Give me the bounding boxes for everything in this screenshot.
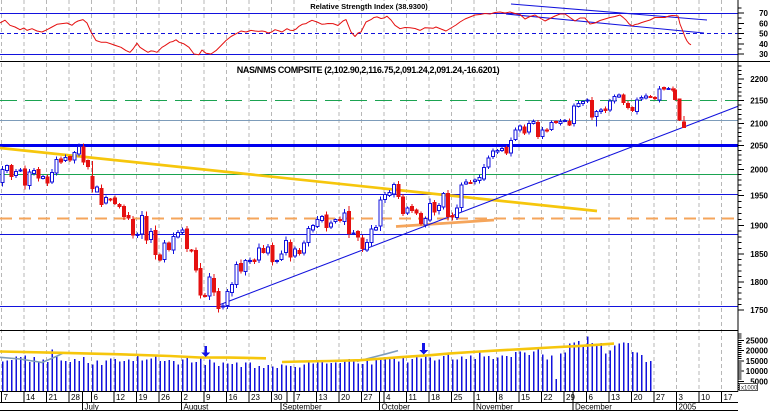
svg-text:September: September (283, 403, 322, 412)
svg-text:October: October (382, 403, 411, 412)
svg-text:1750: 1750 (750, 306, 768, 315)
svg-text:22: 22 (544, 393, 553, 402)
svg-text:30: 30 (759, 50, 768, 59)
svg-text:2005: 2005 (679, 403, 697, 412)
svg-text:26: 26 (161, 393, 170, 402)
svg-text:2200: 2200 (750, 75, 768, 84)
svg-text:60: 60 (759, 19, 768, 28)
svg-text:23: 23 (251, 393, 260, 402)
svg-text:30: 30 (274, 393, 283, 402)
svg-text:20: 20 (634, 393, 643, 402)
svg-text:25000: 25000 (746, 336, 769, 345)
svg-text:1800: 1800 (750, 278, 768, 287)
svg-text:November: November (476, 403, 513, 412)
svg-text:19: 19 (139, 393, 148, 402)
svg-text:6: 6 (94, 393, 99, 402)
svg-text:7: 7 (296, 393, 301, 402)
svg-text:27: 27 (364, 393, 373, 402)
svg-text:1850: 1850 (750, 250, 768, 259)
svg-text:1950: 1950 (750, 192, 768, 201)
svg-text:July: July (85, 403, 99, 412)
svg-text:1900: 1900 (750, 222, 768, 231)
svg-text:2050: 2050 (750, 142, 768, 151)
svg-text:50: 50 (759, 30, 768, 39)
svg-text:2: 2 (184, 393, 189, 402)
svg-text:8: 8 (499, 393, 504, 402)
svg-text:6: 6 (589, 393, 594, 402)
svg-text:25: 25 (454, 393, 463, 402)
svg-text:3: 3 (679, 393, 684, 402)
svg-text:13: 13 (611, 393, 620, 402)
svg-text:2000: 2000 (750, 166, 768, 175)
svg-text:29: 29 (566, 393, 575, 402)
svg-text:15: 15 (521, 393, 530, 402)
svg-text:14: 14 (26, 393, 35, 402)
svg-text:1: 1 (476, 393, 481, 402)
svg-text:15000: 15000 (746, 357, 769, 366)
svg-text:2150: 2150 (750, 97, 768, 106)
svg-text:7: 7 (4, 393, 9, 402)
svg-text:40: 40 (759, 40, 768, 49)
svg-text:NAS/NMS COMPSITE (2,102.90,2,1: NAS/NMS COMPSITE (2,102.90,2,116.75,2,09… (237, 65, 500, 75)
svg-text:4: 4 (386, 393, 391, 402)
svg-text:27: 27 (656, 393, 665, 402)
svg-text:x1000: x1000 (741, 386, 758, 392)
svg-text:12: 12 (116, 393, 125, 402)
svg-text:16: 16 (229, 393, 238, 402)
svg-text:Relative Strength Index (38.93: Relative Strength Index (38.9300) (310, 2, 428, 11)
svg-text:10000: 10000 (746, 367, 769, 376)
svg-text:2100: 2100 (750, 120, 768, 129)
svg-text:5000: 5000 (750, 377, 768, 386)
svg-text:20: 20 (341, 393, 350, 402)
svg-text:9: 9 (206, 393, 211, 402)
svg-text:December: December (575, 403, 612, 412)
svg-text:August: August (184, 403, 210, 412)
svg-text:17: 17 (724, 393, 733, 402)
svg-text:28: 28 (71, 393, 80, 402)
svg-text:18: 18 (431, 393, 440, 402)
svg-text:70: 70 (759, 9, 768, 18)
svg-text:20000: 20000 (746, 347, 769, 356)
svg-text:13: 13 (319, 393, 328, 402)
svg-text:11: 11 (409, 393, 418, 402)
svg-text:21: 21 (49, 393, 58, 402)
svg-text:10: 10 (701, 393, 710, 402)
